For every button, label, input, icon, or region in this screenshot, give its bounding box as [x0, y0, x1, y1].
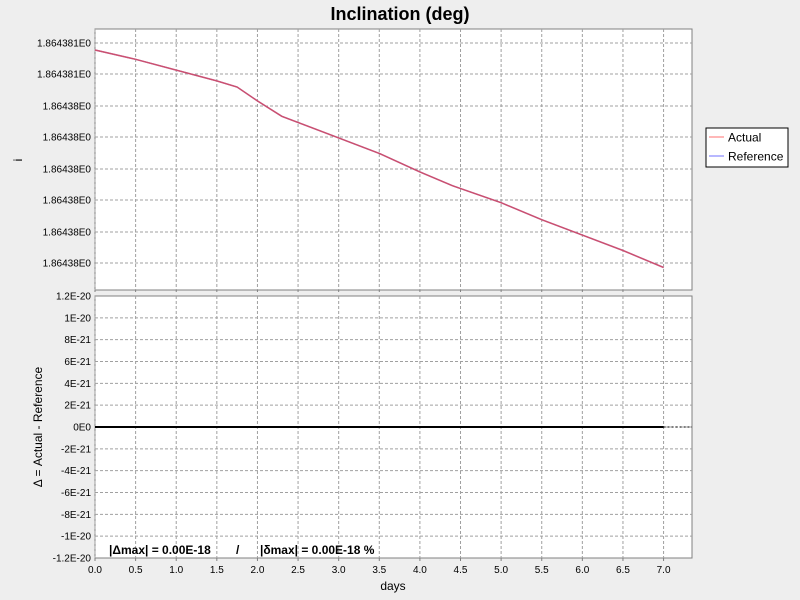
bottom-y-tick-label: -1E-20 [61, 532, 91, 543]
top-plot-grid [94, 29, 692, 290]
x-tick-label: 2.0 [250, 565, 264, 576]
annotation-separator: / [236, 543, 240, 557]
bottom-y-tick-label: 1E-20 [64, 313, 91, 324]
top-plot-x-ticks [94, 290, 665, 292]
legend-label-reference: Reference [728, 150, 784, 164]
top-plot-series [94, 49, 664, 269]
relative-max-annotation: |δmax| = 0.00E-18 % [260, 543, 375, 557]
bottom-y-tick-label: 0E0 [73, 423, 91, 434]
bottom-plot-y-tick-labels: 1.2E-20 1E-20 8E-21 6E-21 4E-21 2E-21 0E0 -2E-2… [53, 292, 92, 565]
top-plot-y-tick-labels: 1.864381E0 1.864381E0 1.86438E0 1.86438E0 1.… [37, 39, 91, 270]
x-axis-tick-labels: 0.0 0.5 1.0 1.5 2.0 2.5 3.0 3.5 4.0 4.5 5.0 5.5 6.0 6… [88, 558, 671, 576]
x-tick-label: 0.5 [129, 565, 143, 576]
x-tick-label: 4.0 [413, 565, 427, 576]
x-tick-label: 4.5 [454, 565, 468, 576]
bottom-y-tick-label: 8E-21 [64, 335, 91, 346]
top-y-tick-label: 1.86438E0 [43, 196, 92, 207]
top-y-tick-label: 1.86438E0 [43, 259, 92, 270]
bottom-y-tick-label: 2E-21 [64, 401, 91, 412]
legend-label-actual: Actual [728, 131, 761, 145]
bottom-y-tick-label: 1.2E-20 [56, 292, 91, 303]
x-tick-label: 6.0 [575, 565, 589, 576]
bottom-y-tick-label: -6E-21 [61, 488, 91, 499]
top-y-tick-label: 1.864381E0 [37, 70, 91, 81]
bottom-y-tick-label: 6E-21 [64, 357, 91, 368]
x-tick-label: 6.5 [616, 565, 630, 576]
x-tick-label: 0.0 [88, 565, 102, 576]
legend: Actual Reference [705, 127, 789, 168]
x-tick-label: 3.0 [332, 565, 346, 576]
top-y-tick-label: 1.86438E0 [43, 228, 92, 239]
x-tick-label: 1.0 [169, 565, 183, 576]
delta-max-annotation: |Δmax| = 0.00E-18 [109, 543, 211, 557]
bottom-y-tick-label: -4E-21 [61, 466, 91, 477]
bottom-y-tick-label: -8E-21 [61, 510, 91, 521]
legend-box [705, 127, 789, 168]
top-y-tick-label: 1.86438E0 [43, 133, 92, 144]
top-y-tick-label: 1.86438E0 [43, 102, 92, 113]
top-y-tick-label: 1.86438E0 [43, 165, 92, 176]
bottom-y-tick-label: 4E-21 [64, 379, 91, 390]
series-line-overlap [94, 49, 664, 269]
top-plot-y-axis-label: i [11, 159, 25, 162]
x-tick-label: 5.5 [535, 565, 549, 576]
x-tick-label: 2.5 [291, 565, 305, 576]
bottom-plot: 1.2E-20 1E-20 8E-21 6E-21 4E-21 2E-21 0E0 -2E-2… [31, 292, 693, 565]
x-tick-label: 3.5 [372, 565, 386, 576]
chart-title: Inclination (deg) [331, 4, 470, 24]
bottom-plot-y-axis-label: Δ = Actual - Reference [31, 366, 45, 487]
bottom-y-tick-label: -2E-21 [61, 444, 91, 455]
x-axis-label: days [380, 579, 405, 593]
bottom-y-tick-label: -1.2E-20 [53, 554, 92, 565]
x-tick-label: 5.0 [494, 565, 508, 576]
x-tick-label: 7.0 [657, 565, 671, 576]
top-y-tick-label: 1.864381E0 [37, 39, 91, 50]
top-plot: 1.864381E0 1.864381E0 1.86438E0 1.86438E0 1.… [11, 28, 693, 292]
x-tick-label: 1.5 [210, 565, 224, 576]
